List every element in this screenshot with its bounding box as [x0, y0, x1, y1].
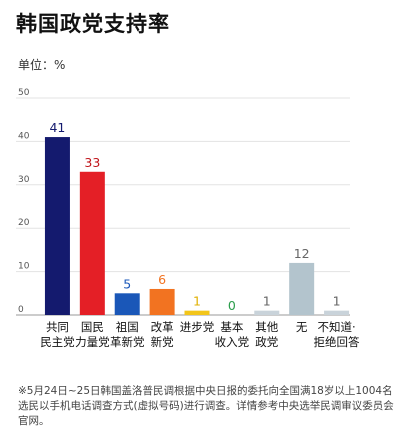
bar — [324, 310, 350, 315]
data-label: 6 — [158, 272, 166, 287]
y-tick-label: 30 — [18, 175, 30, 185]
x-tick-label: 民主党 — [40, 335, 75, 349]
y-tick-label: 0 — [18, 305, 24, 315]
data-label: 0 — [228, 298, 236, 313]
data-label: 1 — [193, 294, 201, 309]
bar — [44, 137, 70, 315]
x-tick-label: 其他 — [255, 320, 278, 334]
bar — [114, 293, 140, 315]
data-label: 33 — [84, 155, 100, 170]
x-tick-label: 收入党 — [215, 335, 250, 349]
x-tick-label: 不知道· — [317, 320, 355, 334]
x-tick-label: 基本 — [220, 320, 243, 334]
page-title: 韩国政党支持率 — [16, 12, 170, 36]
y-tick-label: 10 — [18, 262, 30, 272]
bar — [289, 262, 315, 315]
x-tick-label: 拒绝回答 — [314, 335, 360, 349]
x-tick-label: 政党 — [255, 335, 278, 349]
x-tick-label: 改革 — [151, 320, 174, 334]
bar — [79, 171, 105, 315]
unit-label: 单位：% — [18, 58, 66, 72]
x-tick-label: 共同 — [46, 320, 69, 334]
y-tick-label: 50 — [18, 88, 30, 98]
bar-chart: 0102030405041共同民主党33国民力量党5祖国革新党6改革新党1进步党… — [16, 88, 360, 349]
x-tick-label: 祖国 — [116, 320, 139, 334]
data-label: 12 — [294, 246, 310, 261]
data-label: 1 — [333, 294, 341, 309]
footnote: ※5月24日~25日韩国盖洛普民调根据中央日报的委托向全国满18岁以上1004名… — [18, 385, 394, 427]
y-tick-label: 40 — [18, 131, 30, 141]
bar — [184, 310, 210, 315]
x-tick-label: 新党 — [151, 335, 174, 349]
bar — [149, 288, 175, 315]
x-tick-label: 无 — [296, 320, 308, 334]
data-label: 41 — [49, 120, 65, 135]
data-label: 5 — [123, 276, 131, 291]
y-tick-label: 20 — [18, 218, 30, 228]
x-tick-label: 革新党 — [110, 335, 145, 349]
data-label: 1 — [263, 294, 271, 309]
x-tick-label: 进步党 — [180, 320, 215, 334]
x-tick-label: 力量党 — [75, 335, 110, 349]
bar — [254, 310, 280, 315]
x-tick-label: 国民 — [81, 320, 104, 334]
